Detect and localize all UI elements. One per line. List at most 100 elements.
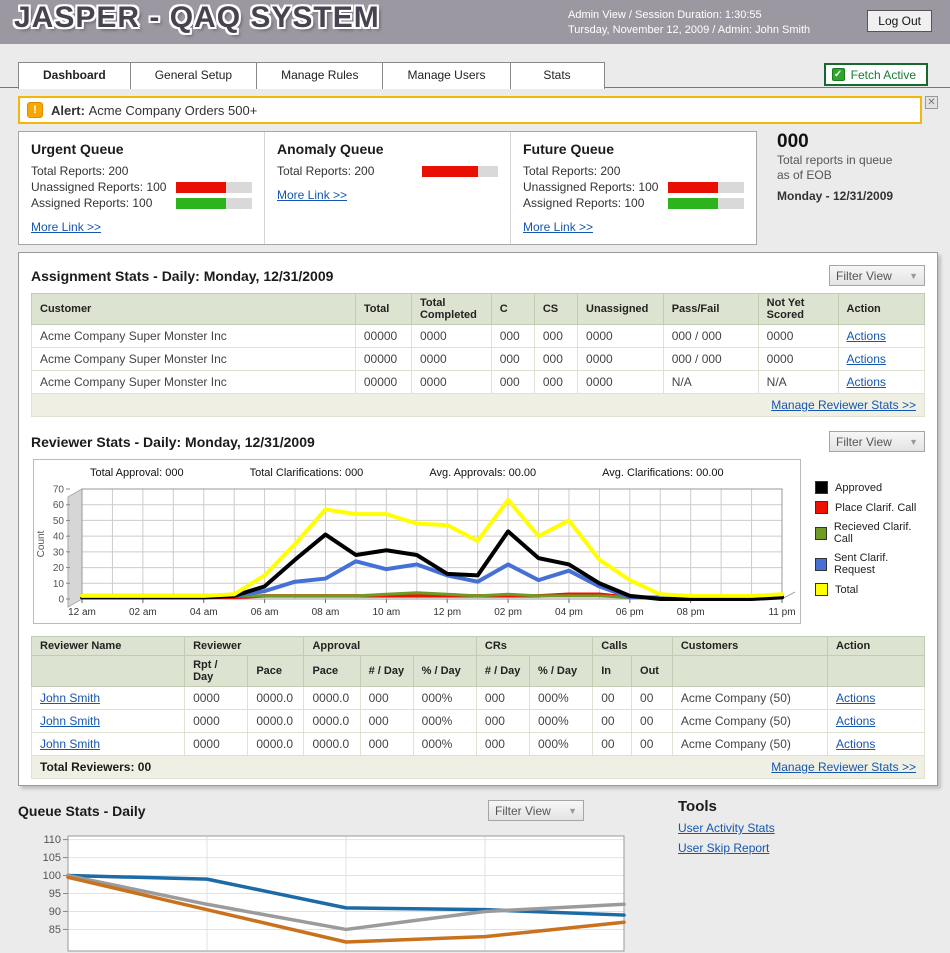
cell: 0000.0	[303, 732, 361, 756]
user-skip-report-link[interactable]: User Skip Report	[678, 841, 770, 855]
footer-content: Total Reviewers: 00 Manage Reviewer Stats…	[40, 760, 916, 774]
tab-manage-users[interactable]: Manage Users	[382, 62, 511, 89]
queue-stat-text: Unassigned Reports: 100	[31, 180, 167, 194]
column-group-header: Reviewer Name	[30, 636, 186, 656]
actions-link[interactable]: Actions	[846, 329, 886, 343]
cell: 00	[592, 686, 633, 710]
cell: 000	[475, 732, 530, 756]
column-header: Pass/Fail	[662, 293, 759, 325]
reviewer-name-link[interactable]: John Smith	[40, 691, 101, 705]
cell: 0000	[410, 347, 492, 371]
table-row: John Smith 0000 0000.0 0000.0 000 000% 000 000%…	[30, 709, 926, 733]
tab-general-setup[interactable]: General Setup	[129, 62, 258, 89]
cell: 0000	[184, 732, 249, 756]
cell: 000	[490, 370, 535, 394]
column-header: Action	[837, 293, 926, 325]
close-icon[interactable]: ✕	[925, 96, 938, 109]
queue-stat-line: Assigned Reports: 100	[31, 196, 252, 210]
cell: 0000	[757, 324, 839, 348]
actions-link[interactable]: Actions	[835, 714, 876, 728]
cell: 00	[631, 686, 673, 710]
actions-link[interactable]: Actions	[835, 737, 876, 751]
queue-total-line2: as of EOB	[777, 168, 832, 182]
column-subheader: Out	[631, 655, 673, 687]
cell: 000	[490, 324, 535, 348]
column-group-header: Calls	[592, 636, 673, 656]
cell: N/A	[757, 370, 839, 394]
svg-text:08 pm: 08 pm	[677, 607, 705, 618]
app-title: JASPER - QAQ SYSTEM	[14, 1, 380, 34]
svg-text:11 pm: 11 pm	[768, 607, 795, 618]
legend-item: Total	[815, 583, 923, 596]
fetch-active-button[interactable]: ✓ Fetch Active	[823, 63, 928, 86]
more-link[interactable]: More Link >>	[523, 220, 594, 234]
cell: 000	[475, 686, 530, 710]
svg-text:40: 40	[53, 532, 65, 543]
cell: 00	[631, 732, 673, 756]
more-link[interactable]: More Link >>	[31, 220, 102, 234]
stat-total-clarifications: Total Clarifications: 000	[249, 467, 364, 479]
table-footer-row: Total Reviewers: 00 Manage Reviewer Stats…	[31, 755, 925, 779]
svg-text:105: 105	[43, 852, 61, 864]
actions-link[interactable]: Actions	[846, 375, 886, 389]
column-header: Unassigned	[577, 293, 664, 325]
tab-manage-rules[interactable]: Manage Rules	[256, 62, 384, 89]
assignment-filter-select[interactable]: Filter View ▼	[829, 265, 925, 286]
queue-stats-filter-select[interactable]: Filter View ▼	[488, 800, 584, 821]
reviewer-name-link[interactable]: John Smith	[40, 737, 101, 751]
column-header: Not Yet Scored	[757, 293, 839, 325]
cell: Acme Company Super Monster Inc	[31, 347, 356, 371]
column-subheader	[671, 655, 828, 687]
cell: 0000.0	[247, 732, 305, 756]
tab-bar: Dashboard General Setup Manage Rules Man…	[0, 62, 950, 89]
cell: 0000	[184, 709, 249, 733]
reviewer-name-link[interactable]: John Smith	[40, 714, 101, 728]
actions-link[interactable]: Actions	[835, 691, 876, 705]
stat-avg-clarifications: Avg. Clarifications: 00.00	[602, 467, 724, 479]
legend-item: Approved	[815, 481, 923, 494]
column-header: Customer	[31, 293, 356, 325]
total-reviewers-label: Total Reviewers: 00	[40, 760, 152, 774]
manage-reviewer-stats-link[interactable]: Manage Reviewer Stats >>	[771, 760, 916, 774]
cell: Actions	[837, 324, 926, 348]
cell: Actions	[837, 347, 926, 371]
column-subheader: % / Day	[412, 655, 477, 687]
column-header: C	[490, 293, 535, 325]
queue-column: Urgent Queue Total Reports: 200 Unassigned…	[19, 132, 264, 244]
legend-swatch	[815, 481, 828, 494]
progress-bar	[668, 197, 744, 209]
svg-text:20: 20	[53, 563, 65, 574]
queue-title: Anomaly Queue	[277, 141, 384, 157]
footer-cell: Total Reviewers: 00 Manage Reviewer Stats…	[31, 755, 925, 779]
progress-bar-fill	[668, 197, 719, 209]
cell: Acme Company (50)	[671, 732, 828, 756]
column-group-header: Reviewer	[184, 636, 305, 656]
main-panel: Assignment Stats - Daily: Monday, 12/31/…	[18, 252, 938, 786]
tab-dashboard[interactable]: Dashboard	[18, 62, 131, 89]
table-row: John Smith 0000 0000.0 0000.0 000 000% 000 000%…	[30, 686, 926, 710]
cell: 000	[533, 347, 579, 371]
tab-stats[interactable]: Stats	[509, 62, 605, 89]
cell: 000	[533, 324, 579, 348]
manage-reviewer-stats-link[interactable]: Manage Reviewer Stats >>	[771, 398, 916, 412]
reviewer-filter-select[interactable]: Filter View ▼	[829, 431, 925, 452]
svg-text:06 am: 06 am	[251, 607, 279, 618]
user-activity-stats-link[interactable]: User Activity Stats	[678, 821, 775, 835]
reviewer-stats-header: Reviewer Stats - Daily: Monday, 12/31/20…	[31, 431, 925, 452]
legend-item: Recieved Clarif. Call	[815, 521, 923, 545]
tools-title: Tools	[678, 798, 717, 815]
cell: Actions	[826, 732, 926, 756]
cell: Actions	[826, 709, 926, 733]
chevron-down-icon: ▼	[909, 436, 918, 447]
column-subheader	[826, 655, 926, 687]
legend-swatch	[815, 501, 828, 514]
more-link[interactable]: More Link >>	[277, 188, 348, 202]
cell: 0000	[757, 347, 839, 371]
logout-button[interactable]: Log Out	[867, 10, 932, 32]
top-bar: JASPER - QAQ SYSTEM Admin View / Session…	[0, 0, 950, 44]
queue-stat-line: Unassigned Reports: 100	[31, 180, 252, 194]
actions-link[interactable]: Actions	[846, 352, 886, 366]
cell: 000	[490, 347, 535, 371]
cell: 0000	[577, 370, 664, 394]
queue-title: Urgent Queue	[31, 141, 124, 157]
